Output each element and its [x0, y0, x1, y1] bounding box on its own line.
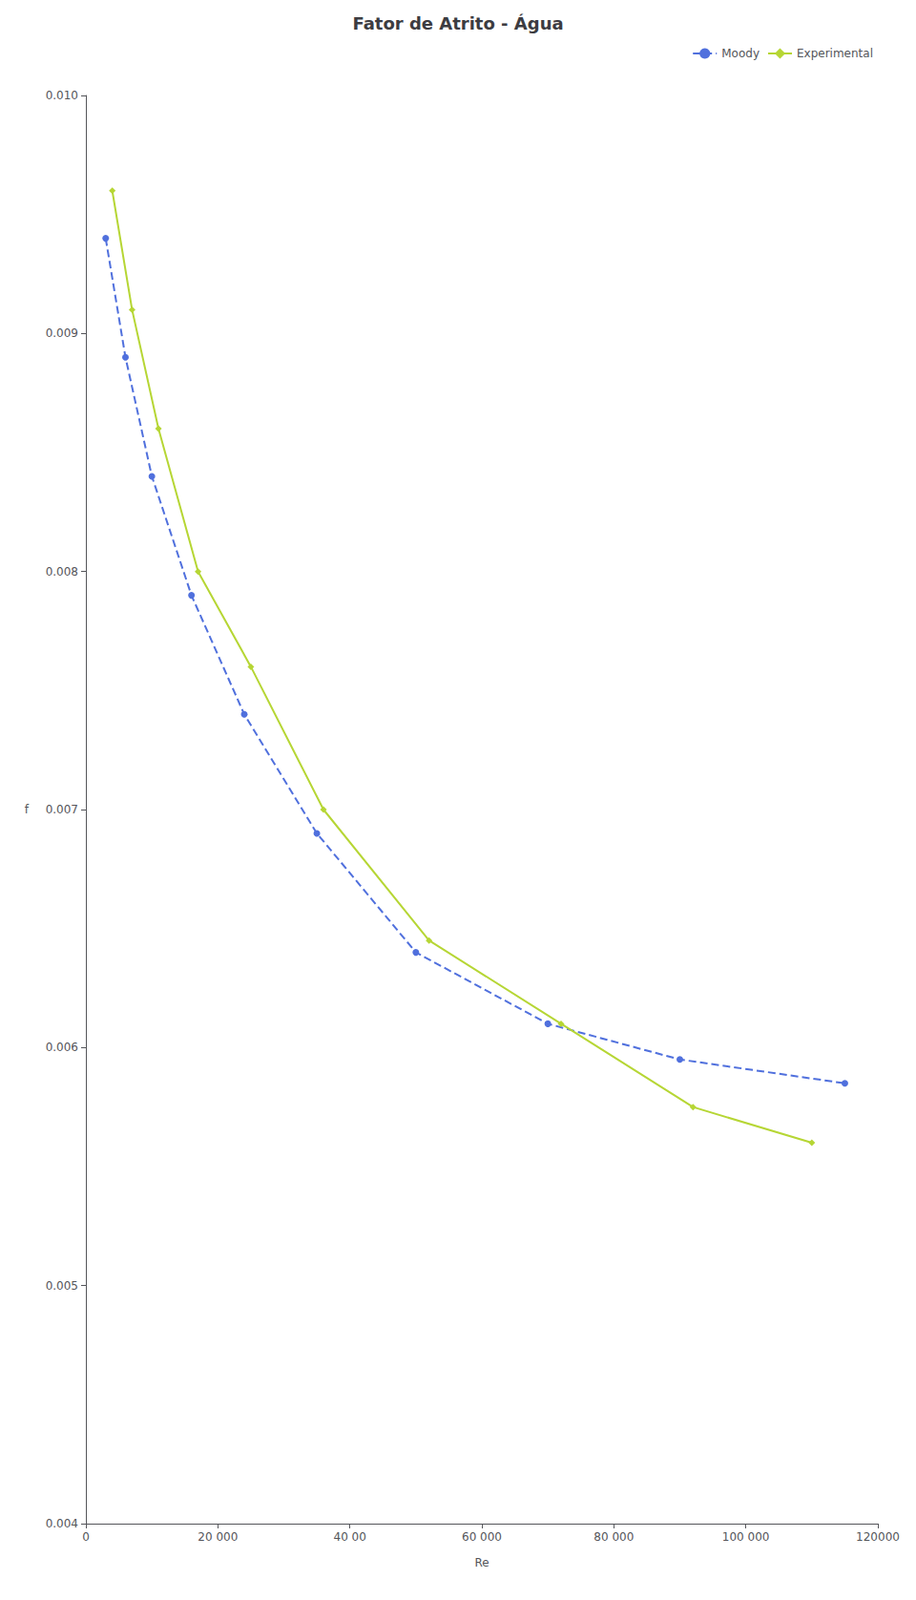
svg-text:Moody: Moody: [721, 46, 760, 61]
svg-text:40 00: 40 00: [333, 1529, 366, 1543]
svg-text:0.010: 0.010: [45, 88, 79, 103]
svg-text:0.006: 0.006: [45, 1040, 79, 1054]
svg-text:80 000: 80 000: [593, 1529, 634, 1543]
svg-text:0.008: 0.008: [45, 564, 79, 579]
svg-text:0.004: 0.004: [45, 1516, 79, 1530]
svg-text:Experimental: Experimental: [796, 46, 874, 61]
svg-text:20 000: 20 000: [197, 1529, 238, 1543]
svg-text:100 000: 100 000: [722, 1529, 771, 1543]
svg-text:0.005: 0.005: [45, 1278, 79, 1292]
svg-text:60 000: 60 000: [461, 1529, 502, 1543]
svg-text:120000: 120000: [855, 1529, 900, 1543]
svg-text:0: 0: [82, 1529, 90, 1543]
svg-text:0.007: 0.007: [45, 802, 79, 816]
svg-text:0.009: 0.009: [45, 326, 79, 340]
svg-text:f: f: [24, 802, 30, 816]
svg-text:Re: Re: [474, 1555, 489, 1569]
svg-text:Fator de Atrito - Água: Fator de Atrito - Água: [352, 13, 563, 34]
